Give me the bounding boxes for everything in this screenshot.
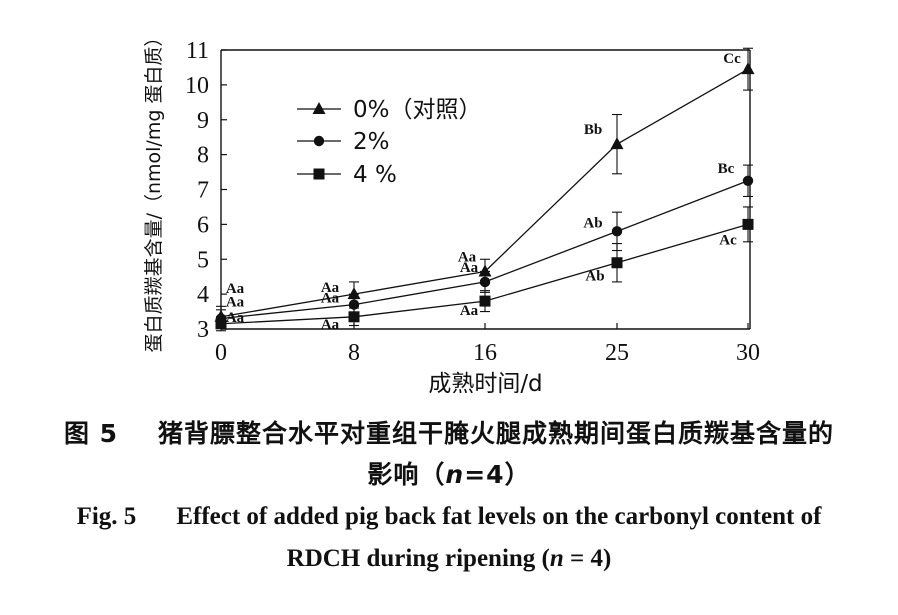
x-tick-label: 16 [473,340,497,366]
caption-en-title: Effect of added pig back fat levels on t… [176,503,822,530]
x-axis-title: 成熟时间/d [428,371,542,397]
y-tick-label: 4 [197,282,209,308]
significance-label: Ac [719,232,737,248]
significance-label: Aa [226,295,245,311]
caption-en-n: n [549,545,564,572]
y-tick-label: 6 [197,212,209,238]
y-tick-label: 10 [185,73,209,99]
x-tick-label: 25 [605,340,629,366]
y-tick-label: 9 [197,108,209,134]
legend-label: 4 % [353,162,397,188]
significance-label: Aa [321,291,340,307]
y-tick-label: 11 [186,38,209,64]
data-point-circle [348,299,360,310]
data-point-square [742,218,754,230]
significance-label: Aa [460,303,479,319]
data-point-triangle [741,62,755,75]
legend-label: 2% [353,129,390,155]
significance-label: Aa [460,260,479,276]
caption-cn-line2: 影响（n=4） [0,455,898,491]
figure-number-cn: 图 5 [63,419,119,448]
data-point-square [479,295,491,307]
significance-label: Aa [458,249,477,265]
legend-marker-circle [313,135,325,147]
legend-marker-triangle [312,102,326,114]
y-tick-label: 8 [197,143,209,169]
significance-label: Ab [583,215,602,231]
significance-label: Cc [723,51,741,67]
significance-label: Aa [226,281,245,297]
caption-cn-title-cont: 影响（ [367,460,446,489]
x-tick-label: 0 [215,340,227,366]
significance-label: Bb [584,122,602,138]
caption-cn-title: 猪背膘整合水平对重组干腌火腿成熟期间蛋白质羰基含量的 [158,419,835,448]
significance-label: Aa [226,310,245,326]
caption-cn-line1: 图 5 猪背膘整合水平对重组干腌火腿成熟期间蛋白质羰基含量的 [0,414,898,450]
significance-label: Aa [321,317,340,333]
significance-label: Bc [718,161,735,177]
caption-en-title-cont: RDCH during ripening ( [286,545,550,572]
data-point-square [348,311,360,323]
data-point-triangle [347,287,361,300]
figure-number-en: Fig. 5 [76,503,137,530]
caption-en-title-end: = 4) [563,545,612,572]
line-chart: 3 4 5 6 7 8 9 10 11 0 8 16 25 30 成熟时间/d 蛋白质羰基含量/（nmol/m… [143,28,760,397]
data-point-triangle [478,264,492,277]
caption-cn-n: n [445,460,465,489]
significance-label: Aa [321,280,340,296]
data-point-circle [611,226,623,237]
y-tick-label: 7 [197,178,209,204]
x-tick-label: 8 [348,340,360,366]
caption-en-line2: RDCH during ripening (n = 4) [0,545,898,573]
caption-cn-title-end: =4） [464,460,531,489]
significance-label: Ab [585,269,604,285]
data-point-circle [742,175,754,186]
y-axis-title: 蛋白质羰基含量/（nmol/mg 蛋白质） [143,28,165,353]
legend-label: 0%（对照） [353,97,482,123]
legend-marker-square [313,168,325,180]
x-tick-label: 30 [736,340,760,366]
data-point-square [215,318,227,330]
caption-en-line1: Fig. 5 Effect of added pig back fat level… [0,503,898,531]
y-tick-label: 5 [197,247,209,273]
y-tick-label: 3 [197,317,209,343]
data-point-triangle [610,137,624,150]
data-point-circle [479,276,491,288]
data-point-square [611,257,623,269]
